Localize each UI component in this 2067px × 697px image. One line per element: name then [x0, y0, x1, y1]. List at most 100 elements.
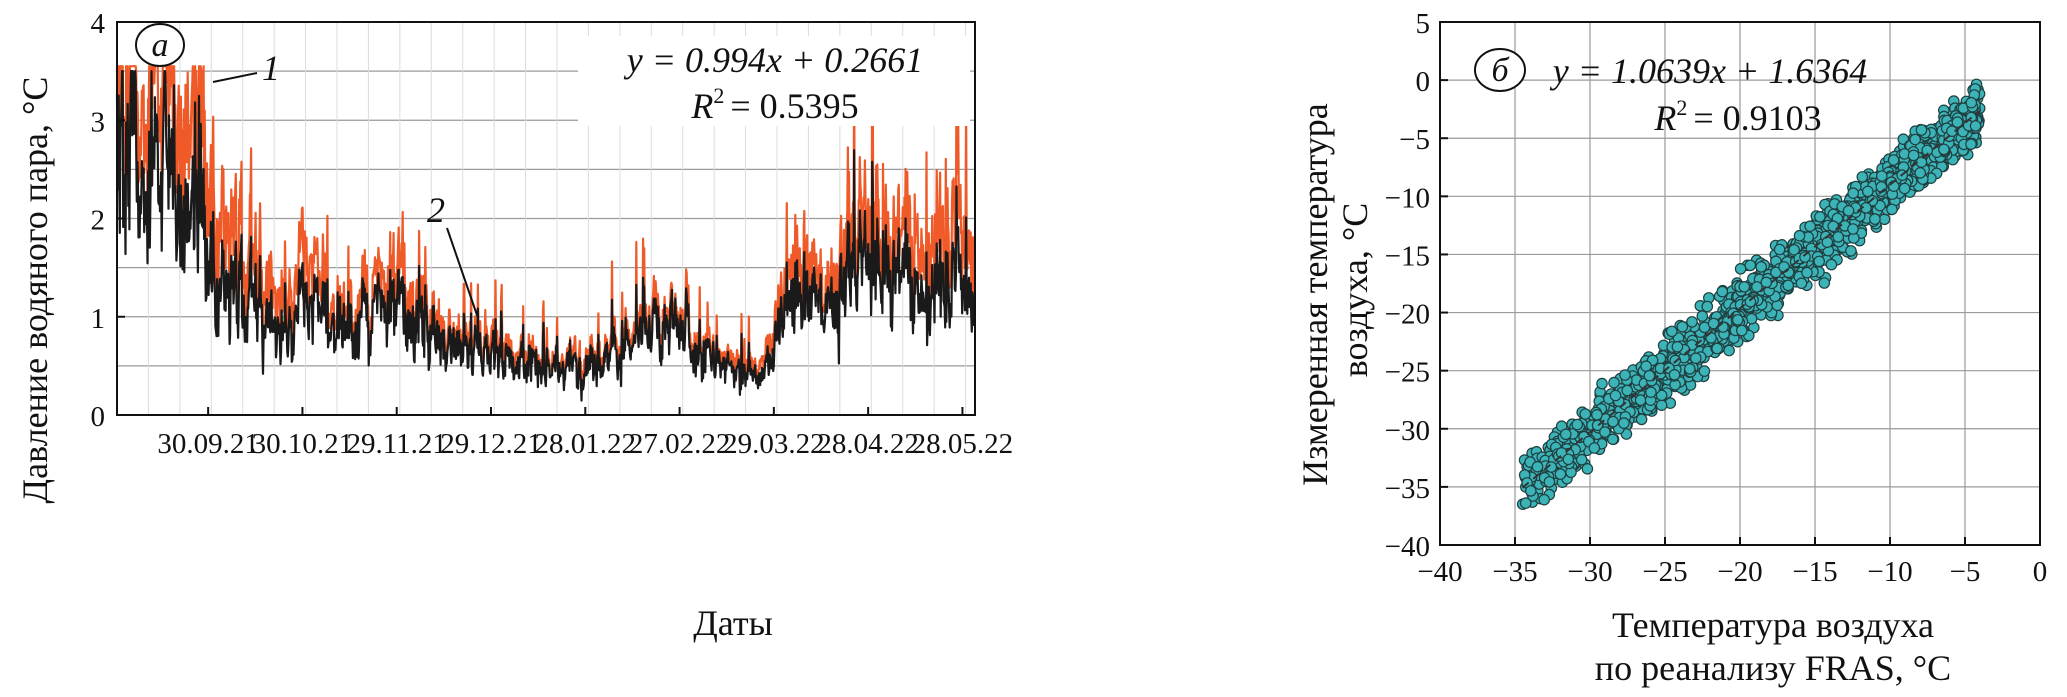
panel-b-point	[1869, 213, 1881, 225]
panel-b-point	[1965, 138, 1977, 150]
panel-b-point	[1643, 369, 1656, 382]
panel-b-r2-value: = 0.9103	[1693, 98, 1821, 138]
panel-b-point	[1684, 363, 1696, 375]
panel-b-point	[1686, 316, 1698, 328]
panel-b-point	[1655, 399, 1668, 411]
panel-b-point	[1878, 213, 1891, 226]
panel-b-r2-exponent: 2	[1676, 95, 1687, 120]
panel-a-y-ticks: 0 1 2 3 4	[91, 8, 125, 433]
panel-b-y-axis-title-line1: Измеренная температура	[1295, 103, 1335, 486]
panel-a-x-tick-label: 28.01.22	[535, 428, 637, 460]
panel-a-series	[115, 65, 976, 402]
panel-b-x-tick-label: −20	[1717, 556, 1762, 588]
panel-b-point	[1571, 418, 1584, 431]
panel-b-point	[1738, 280, 1751, 293]
panel-b-point	[1788, 244, 1800, 256]
panel-b-point	[1813, 255, 1825, 268]
panel-b-point	[1866, 194, 1879, 207]
panel-b-point	[1886, 203, 1898, 216]
panel-b-point	[1842, 205, 1855, 217]
panel-b-point	[1618, 417, 1630, 429]
panel-b-x-tick-label: −15	[1792, 556, 1837, 588]
panel-b-y-tick-label: −20	[1385, 299, 1430, 331]
panel-b-point	[1607, 415, 1619, 428]
panel-b-point	[1676, 320, 1689, 333]
panel-b-point	[1847, 187, 1859, 199]
panel-b-point	[1862, 185, 1874, 198]
panel-a-r2-value: = 0.5395	[730, 86, 858, 126]
panel-b-point	[1619, 369, 1631, 381]
panel-b-point	[1938, 143, 1950, 156]
panel-b-r2: R2 = 0.9103	[1653, 95, 1821, 138]
panel-b-point	[1640, 360, 1652, 372]
panel-b-y-tick-label: 0	[1416, 66, 1431, 98]
panel-b-y-tick-label: −25	[1385, 357, 1430, 389]
panel-b-point	[1821, 236, 1834, 248]
panel-a-letter-circle	[135, 23, 185, 67]
panel-b-point	[1698, 365, 1711, 377]
panel-b-point	[1525, 485, 1537, 497]
panel-b-point	[1887, 154, 1900, 166]
panel-b-point	[1543, 476, 1556, 488]
panel-b-point	[1876, 170, 1888, 182]
panel-b-point	[1801, 266, 1813, 279]
panel-a-y-tick-label: 4	[91, 8, 106, 40]
panel-b-point	[1782, 279, 1794, 292]
panel-b-point	[1579, 408, 1592, 420]
panel-b-point	[1804, 220, 1816, 232]
panel-b-point	[1795, 277, 1808, 290]
panel-b-point	[1609, 389, 1622, 402]
panel-b-y-axis-title-line2: воздуха, °C	[1335, 203, 1375, 378]
panel-a-y-tick-label: 0	[91, 401, 106, 433]
panel-b-point	[1793, 229, 1806, 242]
panel-b-point	[1560, 428, 1572, 441]
panel-b-y-tick-label: −10	[1385, 182, 1430, 214]
panel-b-point	[1845, 245, 1857, 257]
panel-b-point	[1736, 324, 1748, 337]
panel-b-x-tick-label: −5	[1950, 556, 1981, 588]
panel-b-point	[1951, 116, 1964, 128]
panel-b-r2-label: R	[1653, 98, 1676, 138]
series-2-line	[115, 69, 976, 402]
panel-b-point	[1608, 376, 1620, 389]
panel-a-r2-exponent: 2	[713, 83, 724, 108]
panel-b-x-ticks: −40 −35 −30 −25 −20 −15 −10 −5 0	[1417, 537, 2047, 588]
panel-a-x-tick-label: 29.12.21	[440, 428, 542, 460]
panel-b-point	[1734, 262, 1747, 275]
panel-b-point	[1655, 389, 1668, 402]
panel-b-trend-line	[1521, 109, 1981, 489]
panel-a-equation-box	[578, 36, 970, 126]
panel-a-letter: а	[152, 27, 169, 64]
panel-b-x-tick-label: 0	[2033, 556, 2048, 588]
panel-b-point	[1519, 497, 1532, 509]
panel-b-point	[1818, 277, 1831, 289]
panel-b-temperature-scatter: 5 0 −5 −10 −15 −20 −25 −30 −35 −40 −40 −35 −30 −25 −2…	[1295, 8, 2047, 688]
panel-b-point	[1668, 368, 1681, 381]
panel-b-point	[1635, 413, 1648, 426]
panel-b-point	[1778, 261, 1790, 273]
panel-b-points	[1516, 78, 1986, 510]
panel-b-point	[1575, 453, 1588, 466]
panel-b-point	[1645, 386, 1657, 398]
panel-b-letter-circle	[1474, 48, 1526, 92]
panel-b-point	[1596, 377, 1608, 390]
panel-b-point	[1751, 281, 1763, 293]
panel-b-point	[1915, 124, 1928, 136]
panel-b-point	[1856, 171, 1869, 183]
panel-b-point	[1744, 259, 1757, 272]
series-1-leader	[212, 72, 258, 83]
panel-b-point	[1690, 352, 1702, 364]
panel-a-y-axis-title: Давление водяного пара, °C	[15, 77, 55, 504]
panel-a-equation: y = 0.994x + 0.2661	[624, 40, 924, 80]
panel-b-point	[1531, 460, 1544, 473]
panel-a-x-tick-label: 28.05.22	[912, 428, 1014, 460]
panel-b-x-tick-label: −10	[1867, 556, 1912, 588]
panel-b-point	[1898, 182, 1911, 195]
panel-b-y-tick-label: −40	[1385, 531, 1430, 563]
panel-b-point	[1554, 468, 1567, 480]
panel-a-x-tick-label: 29.03.22	[723, 428, 825, 460]
panel-b-point	[1773, 243, 1786, 256]
panel-b-x-axis-title-line1: Температура воздуха	[1612, 605, 1934, 645]
panel-a-x-ticks: 30.09.2130.10.2129.11.2129.12.2128.01.22…	[157, 407, 1013, 460]
